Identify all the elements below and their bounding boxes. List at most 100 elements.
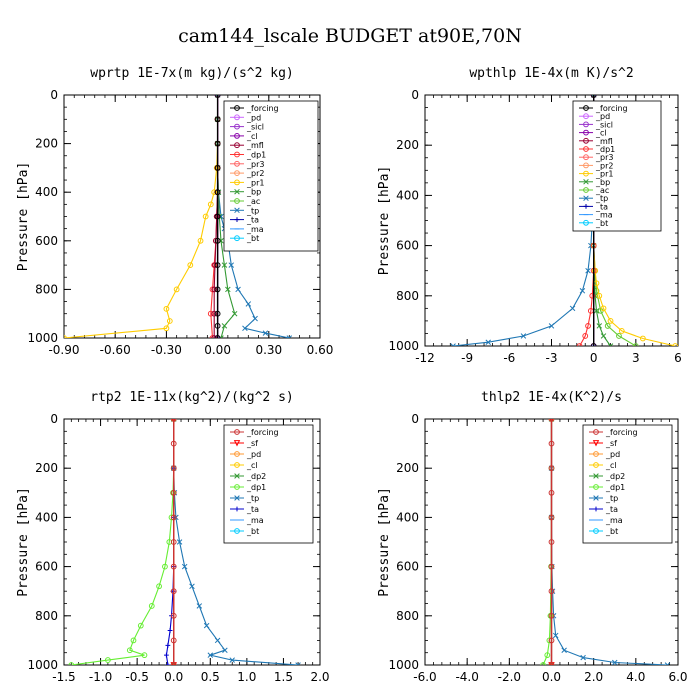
- legend-marker: [234, 217, 240, 222]
- series-tp-point: [450, 343, 456, 346]
- legend-entry: _ta: [605, 505, 618, 514]
- legend-entry: _sicl: [595, 120, 613, 129]
- series-forcing-point: [548, 612, 555, 619]
- x-tick-label: 1.0: [237, 670, 256, 684]
- series-dp1-point: [544, 652, 551, 659]
- legend-marker: [593, 506, 599, 512]
- legend-marker: [234, 170, 240, 177]
- legend-entry: _ma: [605, 516, 623, 525]
- legend-entry: _forcing: [246, 104, 279, 113]
- series-dp1-point: [162, 563, 168, 570]
- legend-marker: [583, 154, 589, 161]
- legend-marker: [234, 429, 240, 435]
- legend-marker: [234, 160, 240, 167]
- series-forcing-point: [548, 440, 555, 447]
- series-bp-point: [221, 262, 228, 268]
- series-tp-point: [242, 325, 248, 332]
- series-forcing-point: [548, 539, 555, 545]
- legend-entry: _ma: [246, 516, 264, 525]
- y-tick-label: 1000: [388, 339, 419, 353]
- x-tick-label: 0.30: [255, 343, 282, 357]
- legend-marker: [234, 114, 240, 121]
- series-tp-point: [295, 662, 301, 665]
- y-tick-label: 400: [35, 185, 58, 199]
- legend-entry: _mfl: [246, 141, 264, 150]
- legend-entry: _tp: [595, 194, 608, 203]
- legend-marker: [234, 188, 240, 195]
- legend-marker: [593, 451, 599, 457]
- x-tick-label: -0.60: [100, 343, 131, 357]
- series-tp-point: [579, 288, 586, 294]
- series-forcing-point: [170, 612, 177, 619]
- legend-entry: _bt: [595, 219, 608, 228]
- legend-box: [223, 424, 314, 544]
- legend: _forcing _sf _pd _cl _dp2 _dp1 _tp _ta _ma _bt: [582, 424, 673, 544]
- series-pr1-point: [173, 286, 180, 293]
- series-tp-point: [252, 315, 258, 322]
- legend-marker: [234, 198, 240, 204]
- series-tp-point: [611, 659, 618, 665]
- legend-marker: [583, 187, 589, 193]
- series-tp-point: [181, 563, 188, 570]
- y-tick-label: 600: [35, 560, 58, 574]
- y-tick-label: 600: [396, 560, 419, 574]
- legend-entry: _bt: [246, 527, 259, 536]
- legend-entry: _cl: [246, 132, 258, 141]
- y-tick-label: 0: [50, 88, 58, 102]
- series-dp1-point: [589, 292, 596, 299]
- legend-marker: [583, 162, 589, 169]
- legend-entry: _pr1: [595, 170, 613, 179]
- series-ta-line: [165, 419, 175, 665]
- legend-entry: _pr1: [246, 178, 264, 187]
- series-pr1-point: [672, 343, 678, 346]
- x-tick-label: -12: [415, 351, 435, 365]
- series-tp-point: [229, 657, 235, 663]
- series-dp1: [68, 419, 177, 665]
- legend-entry: _pr2: [595, 161, 613, 170]
- legend-entry: _dp1: [246, 483, 266, 492]
- series-pr1: [64, 95, 221, 338]
- series-layer: [540, 419, 671, 665]
- series-forcing: [214, 95, 221, 338]
- series-pr1-point: [163, 305, 170, 312]
- series-forcing-point: [590, 343, 597, 346]
- series-tp-point: [552, 632, 559, 639]
- legend-marker: [234, 495, 240, 501]
- legend-entry: _sicl: [246, 123, 264, 132]
- legend-marker: [234, 151, 240, 158]
- legend-marker: [234, 462, 240, 468]
- legend-entry: _dp2: [246, 472, 266, 481]
- x-tick-label: -6.0: [413, 670, 436, 684]
- legend-entry: _dp1: [595, 145, 615, 154]
- series-forcing-point: [548, 637, 555, 644]
- series-forcing: [548, 419, 555, 665]
- x-tick-label: 2.0: [310, 670, 329, 684]
- panel-rtp2: rtp2 1E-11x(kg^2)/(kg^2 s) Pressure [hPa]…: [16, 390, 330, 684]
- legend-entry: _bt: [246, 234, 259, 243]
- legend-entry: _ta: [246, 505, 259, 514]
- legend-entry: _sf: [605, 439, 617, 448]
- x-tick-label: 0.60: [307, 343, 334, 357]
- series-dp1-point: [148, 603, 155, 609]
- series-ta-point: [167, 628, 173, 633]
- legend-marker: [592, 440, 600, 447]
- series-tp-point: [214, 637, 221, 644]
- legend: _forcing _sf _pd _cl _dp2 _dp1 _tp _ta _ma _bt: [223, 424, 314, 544]
- legend-marker: [583, 105, 589, 111]
- legend-marker: [583, 179, 589, 185]
- y-tick-label: 800: [35, 282, 58, 296]
- legend-entry: _forcing: [246, 428, 279, 437]
- series-forcing-point: [170, 662, 177, 665]
- series-forcing-point: [170, 419, 177, 422]
- legend-marker: [583, 146, 589, 152]
- series-forcing-point: [214, 237, 221, 244]
- series-bp-point: [596, 323, 603, 329]
- series-forcing-point: [548, 489, 555, 496]
- series-forcing-point: [548, 514, 555, 521]
- series-dp1-line: [542, 419, 553, 665]
- y-axis-label: Pressure [hPa]: [16, 162, 31, 272]
- legend-entry: _forcing: [605, 428, 638, 437]
- x-tick-label: 3: [632, 351, 640, 365]
- series-pr1-point: [163, 325, 170, 332]
- panel-thlp2: thlp2 1E-4x(K^2)/s Pressure [hPa] 0 200 400 6…: [377, 390, 688, 684]
